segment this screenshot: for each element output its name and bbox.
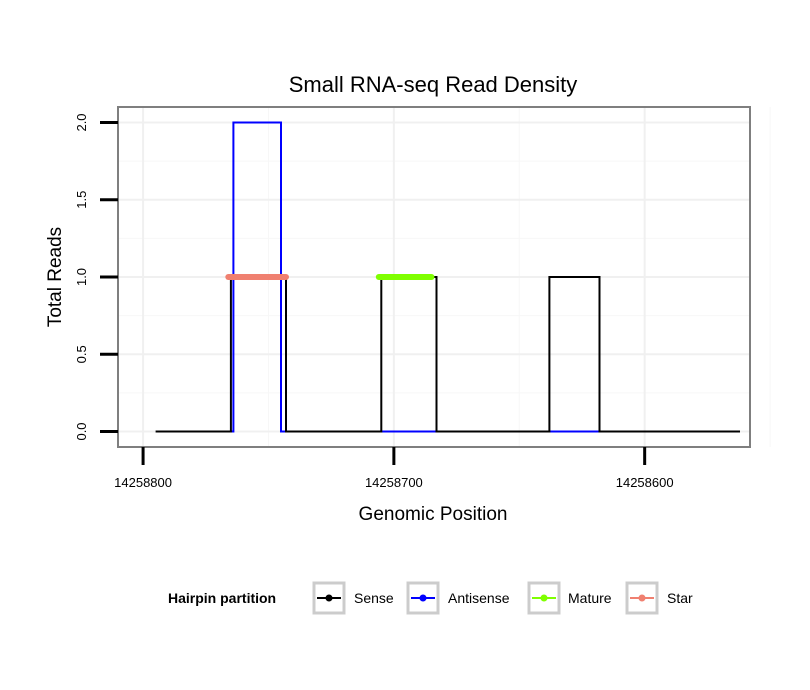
y-axis: 0.0 0.5 1.0 1.5 2.0 <box>74 113 118 441</box>
legend-item-mature: Mature <box>527 581 612 615</box>
y-tick-label: 0.5 <box>74 345 89 363</box>
y-axis-title: Total Reads <box>45 227 66 327</box>
chart-title: Small RNA-seq Read Density <box>289 72 578 97</box>
legend-key-dot <box>540 594 548 602</box>
x-tick-label: 14258800 <box>114 475 172 490</box>
x-tick-label: 14258600 <box>616 475 674 490</box>
legend-label: Antisense <box>448 590 510 606</box>
legend-item-antisense: Antisense <box>406 581 510 615</box>
y-tick-label: 0.0 <box>74 422 89 440</box>
legend: Hairpin partition Sense Antisense Mature St… <box>168 581 693 615</box>
legend-key-dot <box>638 594 646 602</box>
legend-title: Hairpin partition <box>168 590 276 606</box>
x-tick-label: 14258700 <box>365 475 423 490</box>
legend-label: Mature <box>568 590 612 606</box>
y-tick-label: 1.5 <box>74 191 89 209</box>
legend-key-dot <box>419 594 427 602</box>
legend-label: Sense <box>354 590 394 606</box>
y-tick-label: 1.0 <box>74 268 89 286</box>
series-lines <box>155 121 740 433</box>
y-tick-label: 2.0 <box>74 113 89 131</box>
legend-item-sense: Sense <box>312 581 394 615</box>
x-axis-title: Genomic Position <box>359 504 508 525</box>
legend-label: Star <box>667 590 693 606</box>
x-axis: 14258800 14258700 14258600 <box>114 447 674 490</box>
legend-item-star: Star <box>625 581 693 615</box>
legend-key-dot <box>325 594 333 602</box>
